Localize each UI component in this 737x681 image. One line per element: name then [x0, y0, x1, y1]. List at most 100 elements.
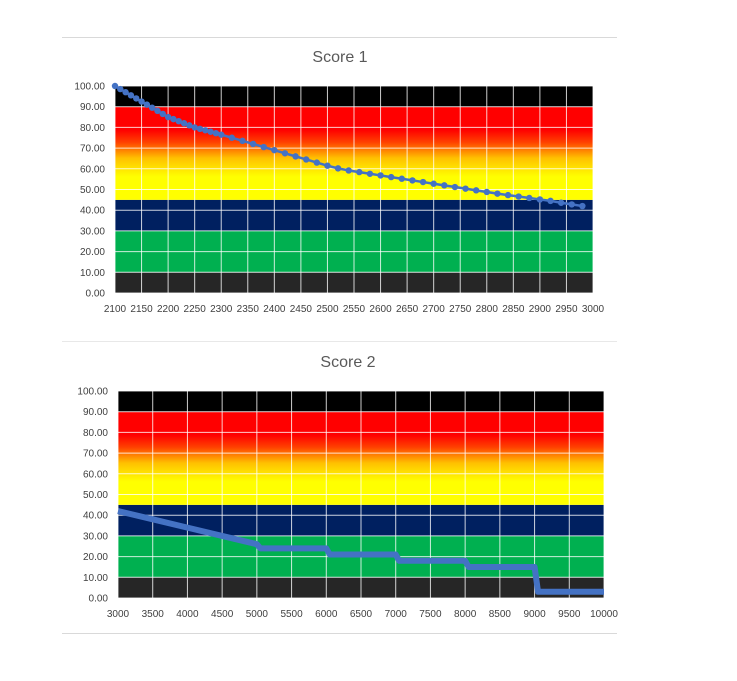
data-point	[387, 173, 395, 181]
x-tick-label: 2850	[502, 304, 525, 315]
x-tick-label: 2100	[104, 304, 127, 315]
data-point	[547, 197, 554, 205]
x-tick-label: 5000	[246, 609, 269, 620]
x-tick-label: 2250	[184, 304, 207, 315]
y-tick-label: 60.00	[80, 164, 105, 175]
data-point	[249, 140, 257, 148]
data-point	[377, 172, 384, 179]
data-point	[398, 175, 405, 182]
x-tick-label: 2450	[290, 304, 313, 315]
data-point	[515, 193, 522, 200]
data-point	[303, 156, 310, 163]
x-tick-label: 3000	[582, 304, 605, 315]
x-tick-label: 8000	[454, 609, 477, 620]
data-point	[281, 150, 289, 157]
data-point	[334, 165, 342, 172]
x-tick-label: 10000	[590, 609, 618, 620]
data-point	[419, 178, 427, 186]
y-tick-label: 70.00	[83, 449, 108, 460]
data-point	[324, 162, 331, 169]
data-point	[212, 129, 220, 137]
x-tick-label: 2350	[237, 304, 260, 315]
x-tick-label: 6500	[350, 609, 373, 620]
data-point	[202, 127, 209, 134]
y-tick-label: 100.00	[74, 82, 105, 93]
data-point	[133, 95, 140, 102]
middle-divider	[62, 341, 617, 342]
data-point	[356, 168, 363, 176]
top-divider	[62, 37, 617, 38]
x-tick-label: 2400	[263, 304, 286, 315]
x-tick-label: 2900	[529, 304, 552, 315]
x-tick-label: 2300	[210, 304, 233, 315]
x-tick-label: 3500	[142, 609, 165, 620]
y-tick-label: 30.00	[83, 531, 108, 542]
x-tick-label: 4000	[176, 609, 199, 620]
x-tick-label: 2700	[423, 304, 446, 315]
x-tick-label: 9500	[558, 609, 581, 620]
data-point	[127, 92, 135, 99]
data-point	[271, 146, 278, 154]
data-point	[111, 82, 119, 90]
data-point	[579, 202, 586, 210]
data-point	[313, 159, 321, 166]
y-tick-label: 60.00	[83, 469, 108, 480]
data-point	[568, 201, 575, 208]
y-tick-label: 40.00	[80, 206, 105, 217]
x-tick-label: 2200	[157, 304, 180, 315]
data-point	[451, 183, 459, 191]
data-point	[180, 120, 188, 127]
x-tick-label: 2550	[343, 304, 366, 315]
chart-title-score-2: Score 2	[320, 354, 376, 371]
data-point	[191, 124, 198, 131]
x-tick-label: 2600	[369, 304, 392, 315]
x-tick-label: 4500	[211, 609, 234, 620]
x-tick-label: 2500	[316, 304, 339, 315]
x-tick-label: 5500	[280, 609, 303, 620]
series-line	[117, 508, 604, 595]
y-tick-label: 70.00	[80, 144, 105, 155]
data-point	[292, 153, 299, 160]
y-tick-label: 80.00	[80, 123, 105, 134]
x-tick-label: 2950	[555, 304, 578, 315]
data-point	[154, 107, 161, 115]
y-tick-label: 20.00	[80, 247, 105, 258]
y-tick-label: 10.00	[83, 573, 108, 584]
data-point	[138, 98, 145, 105]
data-point	[430, 180, 437, 187]
data-point	[143, 101, 151, 108]
data-point	[557, 199, 565, 206]
y-tick-label: 90.00	[83, 407, 108, 418]
x-tick-label: 3000	[107, 609, 130, 620]
data-point	[196, 125, 204, 133]
y-tick-label: 50.00	[83, 490, 108, 501]
data-point	[117, 85, 124, 93]
data-point	[228, 134, 236, 141]
y-tick-label: 40.00	[83, 511, 108, 522]
data-point	[260, 143, 267, 151]
data-point	[345, 167, 352, 174]
x-tick-label: 2650	[396, 304, 419, 315]
data-point	[462, 185, 469, 192]
data-point	[175, 117, 182, 125]
bottom-divider	[62, 633, 617, 634]
y-tick-label: 20.00	[83, 552, 108, 563]
data-point	[483, 188, 490, 196]
x-tick-label: 6000	[315, 609, 338, 620]
y-tick-label: 0.00	[89, 594, 109, 605]
data-point	[409, 177, 416, 184]
y-tick-label: 100.00	[77, 387, 108, 398]
x-tick-label: 9000	[523, 609, 546, 620]
data-point	[170, 115, 177, 123]
x-tick-label: 8500	[489, 609, 512, 620]
data-point	[186, 122, 193, 129]
data-point	[366, 170, 374, 177]
data-point	[536, 196, 544, 203]
x-tick-label: 2800	[476, 304, 499, 315]
x-tick-label: 7500	[419, 609, 442, 620]
data-point	[504, 191, 512, 199]
y-tick-label: 30.00	[80, 226, 105, 237]
x-tick-label: 2150	[130, 304, 153, 315]
data-point	[159, 110, 166, 118]
data-point	[207, 128, 214, 135]
